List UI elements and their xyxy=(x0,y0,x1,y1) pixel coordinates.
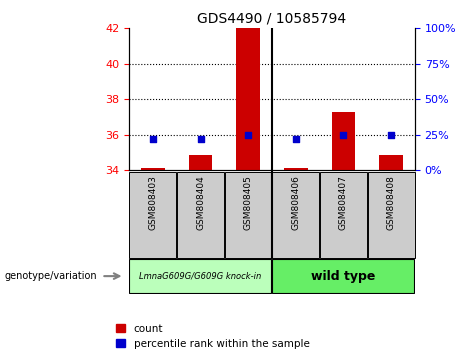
Bar xyxy=(284,168,308,170)
Bar xyxy=(141,168,165,170)
FancyBboxPatch shape xyxy=(225,172,272,257)
FancyBboxPatch shape xyxy=(272,259,414,293)
Text: genotype/variation: genotype/variation xyxy=(5,271,97,281)
Point xyxy=(149,136,157,142)
FancyBboxPatch shape xyxy=(130,259,271,293)
Text: GSM808406: GSM808406 xyxy=(291,175,300,230)
FancyBboxPatch shape xyxy=(320,172,367,257)
FancyBboxPatch shape xyxy=(367,172,414,257)
Bar xyxy=(331,113,355,170)
Legend: count, percentile rank within the sample: count, percentile rank within the sample xyxy=(116,324,309,349)
Text: GSM808404: GSM808404 xyxy=(196,175,205,230)
FancyBboxPatch shape xyxy=(177,172,224,257)
Title: GDS4490 / 10585794: GDS4490 / 10585794 xyxy=(197,12,347,26)
Text: wild type: wild type xyxy=(311,270,376,282)
Bar xyxy=(236,28,260,170)
FancyBboxPatch shape xyxy=(130,172,177,257)
Text: LmnaG609G/G609G knock-in: LmnaG609G/G609G knock-in xyxy=(139,272,262,281)
Bar xyxy=(379,155,403,170)
Point xyxy=(197,136,204,142)
FancyBboxPatch shape xyxy=(272,172,319,257)
Bar xyxy=(189,155,213,170)
Text: GSM808408: GSM808408 xyxy=(387,175,396,230)
Point xyxy=(244,132,252,137)
Point xyxy=(387,132,395,137)
Point xyxy=(292,136,300,142)
Point xyxy=(340,132,347,137)
Text: GSM808405: GSM808405 xyxy=(244,175,253,230)
Text: GSM808407: GSM808407 xyxy=(339,175,348,230)
Text: GSM808403: GSM808403 xyxy=(148,175,157,230)
